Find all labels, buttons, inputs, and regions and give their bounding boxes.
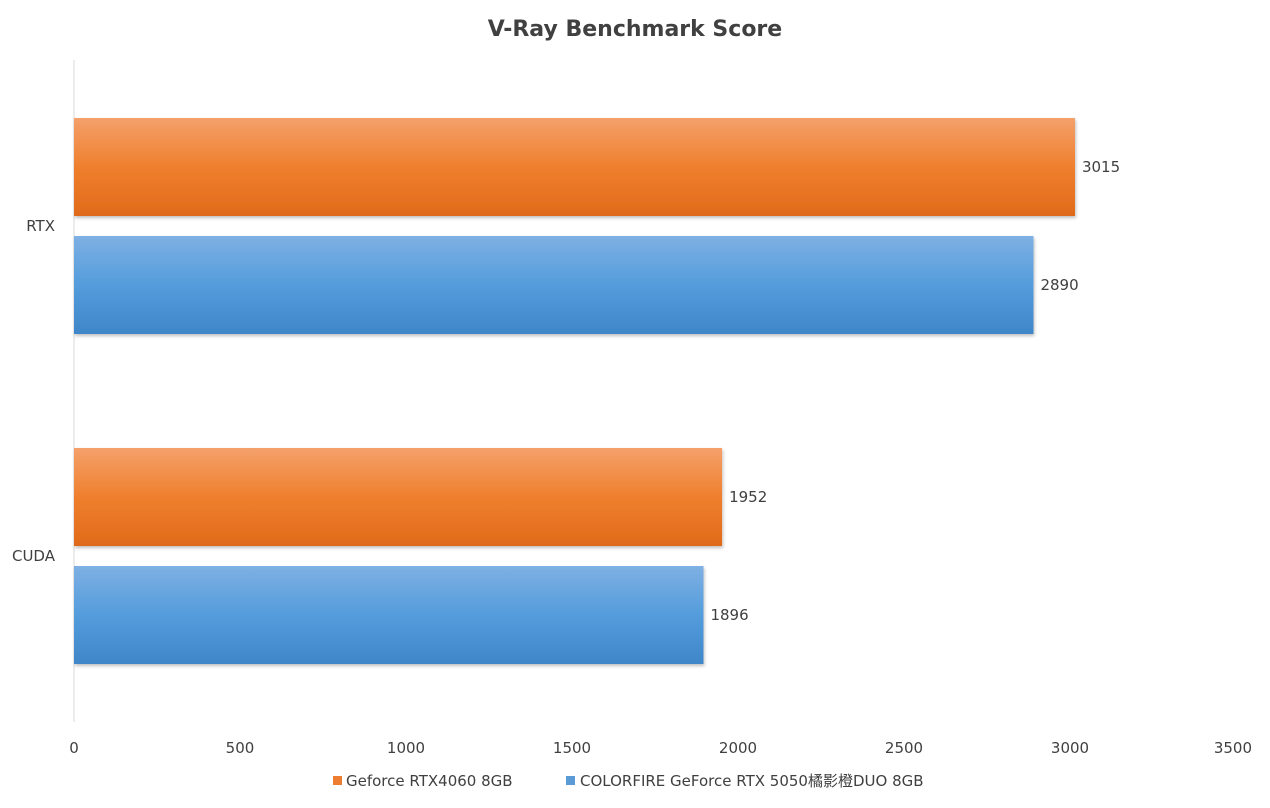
x-tick-label-1500: 1500 [553, 739, 591, 757]
x-tick-label-0: 0 [69, 739, 79, 757]
category-labels-group: RTX CUDA [12, 217, 56, 565]
data-labels-group: 3015 2890 1952 1896 [710, 158, 1120, 624]
category-label-cuda: CUDA [12, 547, 56, 565]
bars-group [74, 118, 1075, 664]
data-label-cuda-series-1: 1896 [710, 606, 748, 624]
legend-swatch-series-0 [333, 776, 342, 785]
bar-cuda-series-0 [74, 448, 723, 546]
x-tick-label-1000: 1000 [387, 739, 425, 757]
x-tick-label-3000: 3000 [1051, 739, 1089, 757]
chart-title: V-Ray Benchmark Score [488, 17, 782, 42]
data-label-rtx-series-0: 3015 [1082, 158, 1120, 176]
legend-label-series-1: COLORFIRE GeForce RTX 5050橘影橙DUO 8GB [580, 772, 924, 790]
x-tick-label-2000: 2000 [719, 739, 757, 757]
x-tick-label-3500: 3500 [1214, 739, 1252, 757]
data-label-cuda-series-0: 1952 [729, 488, 767, 506]
data-label-rtx-series-1: 2890 [1040, 276, 1078, 294]
category-label-rtx: RTX [26, 217, 55, 235]
bar-cuda-series-1 [74, 566, 704, 664]
legend-swatch-series-1 [566, 776, 575, 785]
bar-rtx-series-1 [74, 236, 1034, 334]
legend: Geforce RTX4060 8GB COLORFIRE GeForce RT… [333, 772, 924, 790]
x-tick-label-2500: 2500 [885, 739, 923, 757]
legend-label-series-0: Geforce RTX4060 8GB [346, 772, 513, 790]
bar-rtx-series-0 [74, 118, 1075, 216]
x-tick-label-500: 500 [226, 739, 255, 757]
x-tick-labels-group: 0 500 1000 1500 2000 2500 3000 3500 [69, 739, 1252, 757]
